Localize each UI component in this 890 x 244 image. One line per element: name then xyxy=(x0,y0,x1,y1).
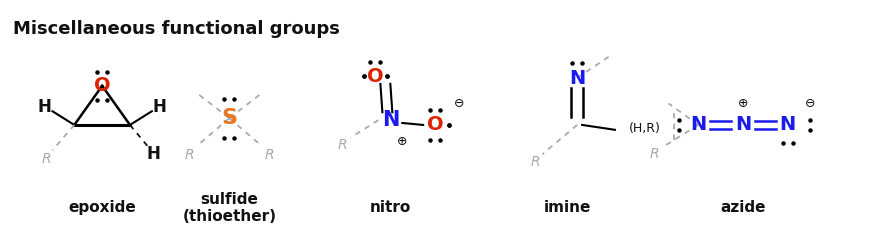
Text: R: R xyxy=(185,148,194,162)
Text: (H,R): (H,R) xyxy=(629,122,660,135)
Text: ⊕: ⊕ xyxy=(738,97,748,110)
Text: O: O xyxy=(93,76,110,95)
Text: azide: azide xyxy=(720,201,766,215)
Text: R: R xyxy=(338,138,347,152)
Text: N: N xyxy=(735,115,751,134)
Text: N: N xyxy=(691,115,707,134)
Text: ⊕: ⊕ xyxy=(397,135,408,148)
Text: O: O xyxy=(367,67,384,86)
Text: R: R xyxy=(530,155,540,169)
Text: sulfide
(thioether): sulfide (thioether) xyxy=(182,192,277,224)
Text: R: R xyxy=(42,152,52,166)
Text: O: O xyxy=(426,115,443,134)
Text: S: S xyxy=(222,108,238,128)
Text: Miscellaneous functional groups: Miscellaneous functional groups xyxy=(12,20,340,38)
Text: H: H xyxy=(37,98,52,116)
Text: imine: imine xyxy=(544,201,591,215)
Text: ⊖: ⊖ xyxy=(454,97,465,110)
Text: H: H xyxy=(147,145,161,163)
Text: nitro: nitro xyxy=(369,201,411,215)
Text: R: R xyxy=(264,148,274,162)
Text: N: N xyxy=(780,115,796,134)
Text: epoxide: epoxide xyxy=(69,201,136,215)
Text: R: R xyxy=(650,147,659,161)
Text: ⊖: ⊖ xyxy=(805,97,815,110)
Text: N: N xyxy=(382,110,399,130)
Text: N: N xyxy=(569,69,586,88)
Text: H: H xyxy=(153,98,166,116)
